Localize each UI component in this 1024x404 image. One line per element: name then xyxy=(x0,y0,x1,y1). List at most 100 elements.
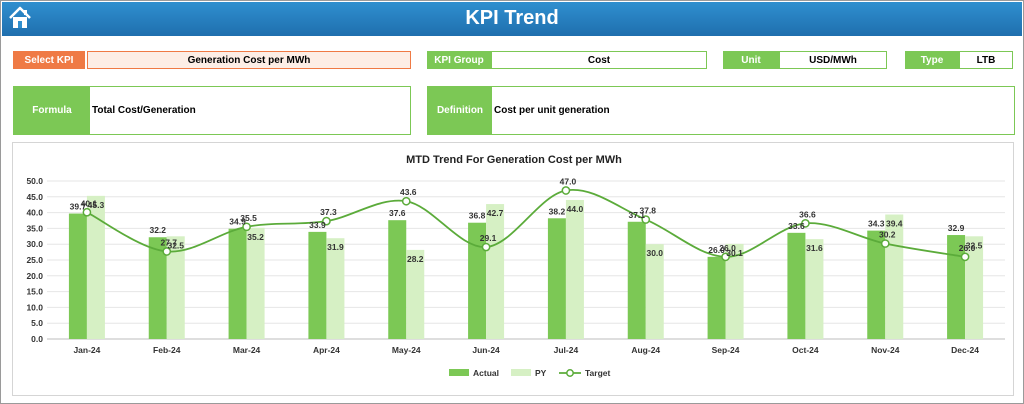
kpi-group-label: KPI Group xyxy=(427,51,491,69)
legend-py-swatch xyxy=(511,369,531,376)
target-point xyxy=(641,215,651,224)
target-data-label: 27.7 xyxy=(160,237,177,247)
target-point xyxy=(162,247,172,256)
target-point xyxy=(721,252,730,262)
actual-data-label: 26.0 xyxy=(708,245,725,255)
unit-value: USD/MWh xyxy=(779,51,887,69)
type-value: LTB xyxy=(959,51,1013,69)
target-point xyxy=(82,207,92,217)
py-data-label: 44.0 xyxy=(567,204,584,214)
definition-value: Cost per unit generation xyxy=(494,105,610,116)
target-data-label: 40.1 xyxy=(81,198,98,208)
py-data-label: 31.9 xyxy=(327,242,344,252)
py-data-label: 39.4 xyxy=(886,218,903,228)
actual-bar xyxy=(867,230,886,339)
target-data-label: 47.0 xyxy=(560,176,577,186)
target-data-label: 26.0 xyxy=(959,243,976,253)
x-tick-label: May-24 xyxy=(392,345,421,355)
target-point xyxy=(481,242,491,252)
actual-bar xyxy=(68,213,87,339)
py-data-label: 42.7 xyxy=(487,208,504,218)
y-tick-label: 15.0 xyxy=(26,287,43,297)
home-icon[interactable] xyxy=(7,5,33,31)
legend-actual-label: Actual xyxy=(473,368,499,378)
formula-label: Formula xyxy=(14,87,90,134)
actual-data-label: 34.9 xyxy=(229,217,246,227)
py-bar xyxy=(486,204,505,339)
py-data-label: 45.3 xyxy=(88,200,105,210)
target-point xyxy=(801,218,810,228)
py-bar xyxy=(725,243,744,339)
py-data-label: 31.6 xyxy=(806,243,823,253)
y-tick-label: 0.0 xyxy=(31,334,43,344)
y-tick-label: 5.0 xyxy=(31,318,43,328)
actual-bar xyxy=(627,221,646,339)
y-tick-label: 30.0 xyxy=(26,239,43,249)
page-title: KPI Trend xyxy=(465,7,559,29)
actual-data-label: 37.1 xyxy=(628,210,645,220)
target-data-label: 30.2 xyxy=(879,230,896,240)
actual-bar xyxy=(947,235,966,339)
legend-actual-swatch xyxy=(449,369,469,376)
py-data-label: 30.0 xyxy=(646,248,663,258)
target-point xyxy=(242,222,251,232)
actual-data-label: 36.8 xyxy=(469,211,486,221)
actual-bar xyxy=(707,256,726,339)
py-bar xyxy=(565,199,584,339)
x-tick-label: Apr-24 xyxy=(313,345,340,355)
y-tick-label: 50.0 xyxy=(26,176,43,186)
x-tick-label: Oct-24 xyxy=(792,345,819,355)
target-point xyxy=(322,216,331,226)
mtd-trend-chart: MTD Trend For Generation Cost per MWh 0.… xyxy=(12,142,1014,396)
actual-bar xyxy=(148,237,167,339)
actual-data-label: 38.2 xyxy=(549,206,566,216)
py-data-label: 32.5 xyxy=(167,240,184,250)
y-tick-label: 45.0 xyxy=(26,192,43,202)
actual-bar xyxy=(388,220,407,339)
legend-py-label: PY xyxy=(535,368,547,378)
actual-bar xyxy=(228,228,247,339)
target-point xyxy=(880,239,890,248)
py-data-label: 30.1 xyxy=(726,248,743,258)
actual-bar xyxy=(308,231,327,339)
formula-value: Total Cost/Generation xyxy=(92,105,196,116)
py-bar xyxy=(406,249,425,339)
x-tick-label: Sep-24 xyxy=(712,345,740,355)
actual-data-label: 32.2 xyxy=(149,225,166,235)
legend-target-label: Target xyxy=(585,368,611,378)
x-tick-label: Feb-24 xyxy=(153,345,181,355)
select-kpi-label: Select KPI xyxy=(13,51,85,69)
py-bar xyxy=(326,238,345,339)
target-point xyxy=(401,196,411,206)
actual-data-label: 32.9 xyxy=(948,223,965,233)
x-tick-label: Jul-24 xyxy=(554,345,579,355)
y-tick-label: 25.0 xyxy=(26,255,43,265)
x-tick-label: Mar-24 xyxy=(233,345,261,355)
py-bar xyxy=(805,239,824,339)
kpi-group-value: Cost xyxy=(491,51,707,69)
y-tick-label: 35.0 xyxy=(26,223,43,233)
actual-data-label: 37.6 xyxy=(389,208,406,218)
chart-svg: MTD Trend For Generation Cost per MWh 0.… xyxy=(26,154,1005,378)
y-tick-label: 10.0 xyxy=(26,302,43,312)
target-data-label: 29.1 xyxy=(480,233,497,243)
actual-data-label: 33.9 xyxy=(309,220,326,230)
actual-data-label: 33.6 xyxy=(788,221,805,231)
x-tick-label: Dec-24 xyxy=(951,345,979,355)
py-bar xyxy=(86,195,105,339)
target-point xyxy=(561,186,571,195)
title-bar: KPI Trend xyxy=(2,2,1022,36)
py-bar xyxy=(645,244,664,339)
target-line xyxy=(86,188,966,258)
py-data-label: 35.2 xyxy=(247,232,264,242)
legend-target-marker xyxy=(566,369,574,377)
definition-box: Definition Cost per unit generation xyxy=(427,86,1015,135)
definition-label: Definition xyxy=(428,87,492,134)
select-kpi-dropdown[interactable]: Generation Cost per MWh xyxy=(87,51,411,69)
y-tick-label: 20.0 xyxy=(26,271,43,281)
unit-label: Unit xyxy=(723,51,779,69)
y-tick-label: 40.0 xyxy=(26,208,43,218)
py-bar xyxy=(965,236,984,339)
x-tick-label: Jan-24 xyxy=(73,345,100,355)
